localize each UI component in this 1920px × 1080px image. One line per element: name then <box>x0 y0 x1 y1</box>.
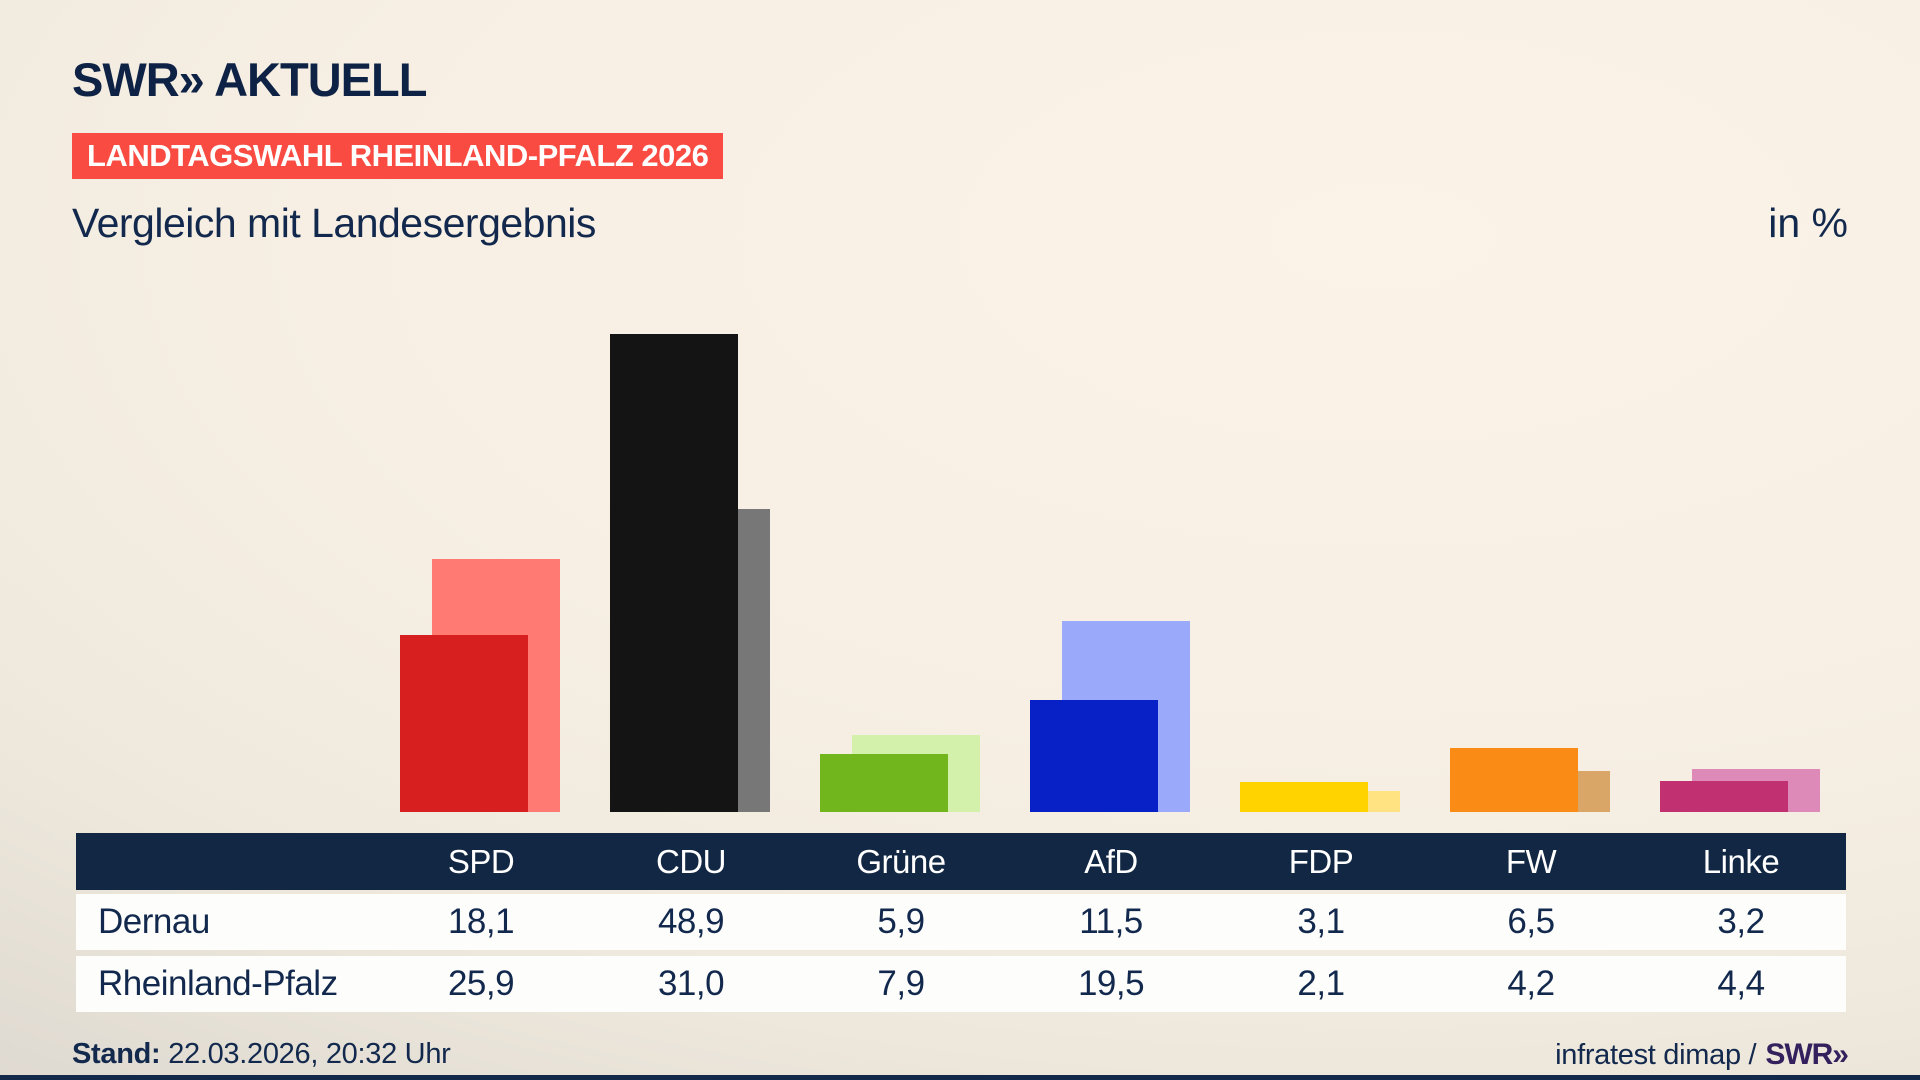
bottom-accent-bar <box>0 1075 1920 1080</box>
value-SPD: 25,9 <box>447 964 515 1003</box>
table-header-AfD: AfD <box>1084 842 1138 880</box>
value-CDU: 48,9 <box>657 902 725 941</box>
page-title: Vergleich mit Landesergebnis <box>72 200 596 246</box>
bar-municipality-AfD <box>1030 700 1158 812</box>
swr-footer-logo: SWR» <box>1765 1038 1849 1071</box>
source-text: infratest dimap / <box>1555 1039 1757 1071</box>
table-header-row: SPD CDU Grüne AfD FDP FW Linke <box>76 833 1846 890</box>
table-row-Dernau: Dernau 18,1 48,9 5,9 11,5 3,1 6,5 3,2 <box>76 894 1846 950</box>
timestamp-label: Stand: <box>72 1038 161 1070</box>
bar-municipality-CDU <box>610 334 738 812</box>
timestamp: Stand: 22.03.2026, 20:32 Uhr <box>72 1038 451 1071</box>
table-header-FDP: FDP <box>1288 842 1354 880</box>
value-CDU: 31,0 <box>657 964 725 1003</box>
source-credit: infratest dimap / SWR» <box>1555 1038 1849 1072</box>
bar-municipality-Grüne <box>820 754 948 812</box>
value-SPD: 18,1 <box>447 902 515 941</box>
row-label: Dernau <box>98 902 210 941</box>
value-FW: 4,2 <box>1507 964 1555 1003</box>
value-FDP: 3,1 <box>1297 902 1345 941</box>
table-header-Linke: Linke <box>1702 842 1780 880</box>
value-Grüne: 7,9 <box>877 964 925 1003</box>
table-header-SPD: SPD <box>447 842 515 880</box>
row-label: Rheinland-Pfalz <box>98 964 338 1003</box>
value-AfD: 19,5 <box>1077 964 1145 1003</box>
value-Grüne: 5,9 <box>877 902 925 941</box>
unit-label: in % <box>1768 200 1848 246</box>
table-header-FW: FW <box>1505 842 1557 880</box>
table-header-CDU: CDU <box>656 842 727 880</box>
value-Linke: 3,2 <box>1717 902 1765 941</box>
bar-municipality-FW <box>1450 748 1578 812</box>
bar-municipality-FDP <box>1240 782 1368 812</box>
value-FDP: 2,1 <box>1297 964 1345 1003</box>
results-table: SPD CDU Grüne AfD FDP FW Linke Dernau 18,1 48,9 5… <box>76 833 1846 1018</box>
bar-municipality-SPD <box>400 635 528 812</box>
table-header-Grüne: Grüne <box>856 842 946 880</box>
value-FW: 6,5 <box>1507 902 1555 941</box>
value-Linke: 4,4 <box>1717 964 1765 1003</box>
election-badge: LANDTAGSWAHL RHEINLAND-PFALZ 2026 <box>72 133 724 179</box>
bar-municipality-Linke <box>1660 781 1788 812</box>
value-AfD: 11,5 <box>1079 902 1143 941</box>
table-header-empty-cell <box>76 833 376 890</box>
table-row-Rheinland-Pfalz: Rheinland-Pfalz 25,9 31,0 7,9 19,5 2,1 4,2 4,4 <box>76 956 1846 1012</box>
swr-aktuell-logo: SWR» AKTUELL <box>72 53 427 106</box>
timestamp-value: 22.03.2026, 20:32 Uhr <box>168 1038 451 1070</box>
